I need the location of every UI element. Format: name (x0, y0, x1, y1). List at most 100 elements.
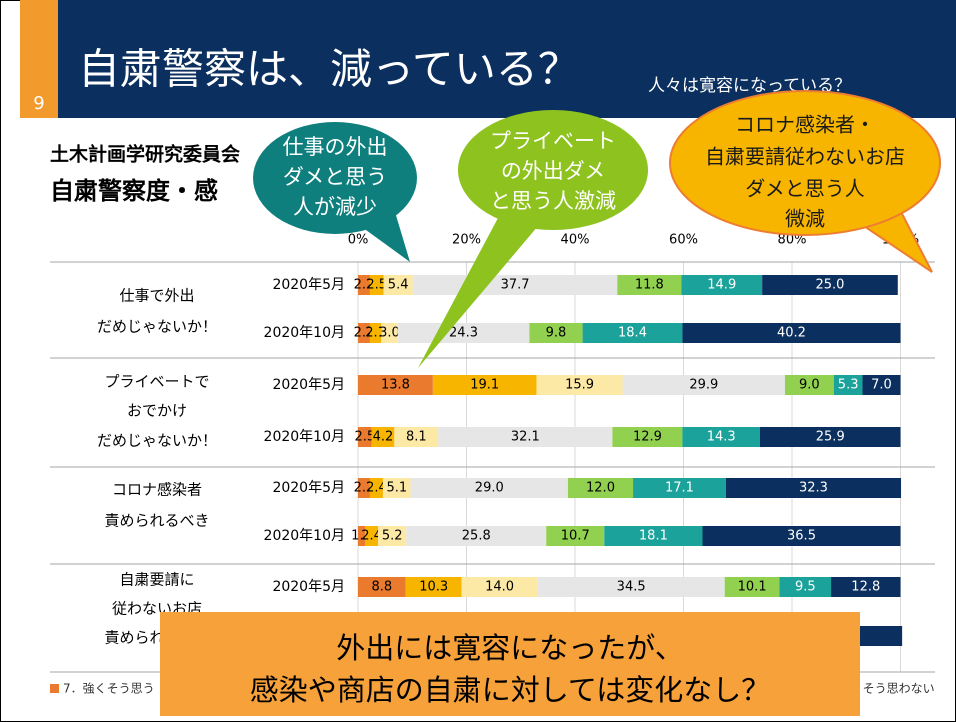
callout-text: コロナ感染者・ (735, 113, 875, 137)
bar-segment (612, 427, 683, 447)
intro-line: 土木計画学研究委員会 (50, 143, 240, 166)
bar-segment (759, 427, 901, 447)
bar-segment (784, 375, 834, 395)
conclusion-text: 感染や商店の自粛に対しては変化なし？ (250, 673, 771, 707)
bar-segment (371, 427, 395, 447)
value-label: 10.7 (561, 529, 590, 544)
bar-segment (358, 375, 433, 395)
value-label: 18.1 (639, 529, 668, 544)
value-label: 19.1 (470, 378, 499, 393)
category-label: 2020年5月 (272, 480, 345, 496)
bar-segment (762, 275, 898, 295)
callout-text: 人が減少 (293, 195, 377, 219)
value-label: 12.9 (633, 430, 662, 445)
callout-text: と思う人激減 (490, 189, 616, 213)
row-label: プライベートで (104, 373, 209, 391)
bar-segment (369, 275, 384, 295)
bar-segment (546, 526, 605, 546)
value-label: 29.0 (475, 481, 504, 496)
bar-segment (536, 375, 623, 395)
row-label: だめじゃないか！ (97, 432, 217, 450)
category-label: 2020年5月 (272, 579, 345, 595)
x-tick-label: 20% (452, 233, 481, 248)
bar-segment (406, 526, 547, 546)
value-label: 36.5 (787, 529, 816, 544)
row-label: 自粛要請に (119, 571, 194, 589)
value-label: 2.2 (354, 481, 375, 496)
callout-tail (418, 218, 538, 368)
value-label: 10.3 (419, 580, 448, 595)
page-tab (20, 0, 58, 118)
value-label: 24.3 (449, 326, 478, 341)
value-label: 14.0 (485, 580, 514, 595)
bar-segment (702, 526, 901, 546)
legend-swatch (50, 684, 59, 693)
category-label: 2020年10月 (264, 325, 345, 341)
value-label: 2.5 (366, 278, 387, 293)
callout: 仕事の外出 ダメと思う 人が減少 (253, 122, 417, 262)
value-label: 12.0 (586, 481, 615, 496)
bar-segment (681, 275, 763, 295)
value-label: 3.0 (379, 326, 400, 341)
row-label: コロナ感染者 (112, 481, 202, 499)
bar-segment (725, 478, 902, 498)
row-label: 仕事で外出 (119, 287, 194, 305)
value-label: 5.3 (838, 378, 859, 393)
bar-segment (397, 323, 530, 343)
value-label: 29.9 (689, 378, 718, 393)
bar-segment (382, 478, 411, 498)
bar-segment (779, 577, 832, 597)
callout-text: プライベート (490, 129, 616, 153)
value-label: 10.1 (738, 580, 767, 595)
value-label: 34.5 (617, 580, 646, 595)
value-label: 9.5 (795, 580, 816, 595)
intro-line: 自粛警察度・感 (50, 177, 218, 205)
callout-text: ダメと思う (283, 165, 387, 189)
callout-text: 自粛要請従わないお店 (705, 145, 905, 169)
bar-segment (369, 323, 382, 343)
category-label: 2020年5月 (272, 277, 345, 293)
value-label: 11.8 (635, 278, 664, 293)
value-label: 25.9 (816, 430, 845, 445)
value-label: 8.8 (372, 580, 393, 595)
conclusion-text: 外出には寛容になったが、 (336, 631, 683, 665)
bar-segment (529, 323, 583, 343)
value-label: 32.3 (799, 481, 828, 496)
category-label: 2020年5月 (272, 377, 345, 393)
bar-segment (833, 375, 863, 395)
value-label: 40.2 (777, 326, 806, 341)
value-label: 17.1 (665, 481, 694, 496)
x-tick-label: 0% (348, 233, 369, 248)
conclusion-bg (160, 612, 860, 716)
callout: コロナ感染者・ 自粛要請従わないお店 ダメと思う人 微減 (669, 90, 941, 273)
value-label: 15.9 (565, 378, 594, 393)
callout-bubble (253, 122, 417, 234)
bar-segment (432, 375, 537, 395)
bar-segment (381, 323, 398, 343)
value-label: 12.8 (851, 580, 880, 595)
value-label: 2.1 (365, 326, 386, 341)
bar-segment (862, 375, 901, 395)
bar-segment (365, 526, 379, 546)
category-label: 2020年10月 (264, 429, 345, 445)
value-label: 9.8 (546, 326, 567, 341)
bar-segment (537, 577, 725, 597)
value-label: 5.1 (386, 481, 407, 496)
value-label: 37.7 (501, 278, 530, 293)
row-label: 責められるべき (104, 512, 209, 530)
x-tick-label: 80% (778, 233, 807, 248)
bar-segment (358, 427, 372, 447)
bar-segment (438, 427, 613, 447)
value-label: 14.3 (707, 430, 736, 445)
callout-text: 仕事の外出 (283, 135, 388, 159)
callout-text: の外出ダメ (501, 159, 605, 183)
row-label: だめじゃないか！ (97, 318, 217, 336)
value-label: 13.8 (381, 378, 410, 393)
x-tick-label: 40% (561, 233, 590, 248)
bar-segment (378, 526, 407, 546)
value-label: 8.1 (406, 430, 427, 445)
callout-bubble (669, 90, 941, 236)
bar-segment (383, 275, 413, 295)
callout-text: ダメと思う人 (745, 177, 864, 201)
